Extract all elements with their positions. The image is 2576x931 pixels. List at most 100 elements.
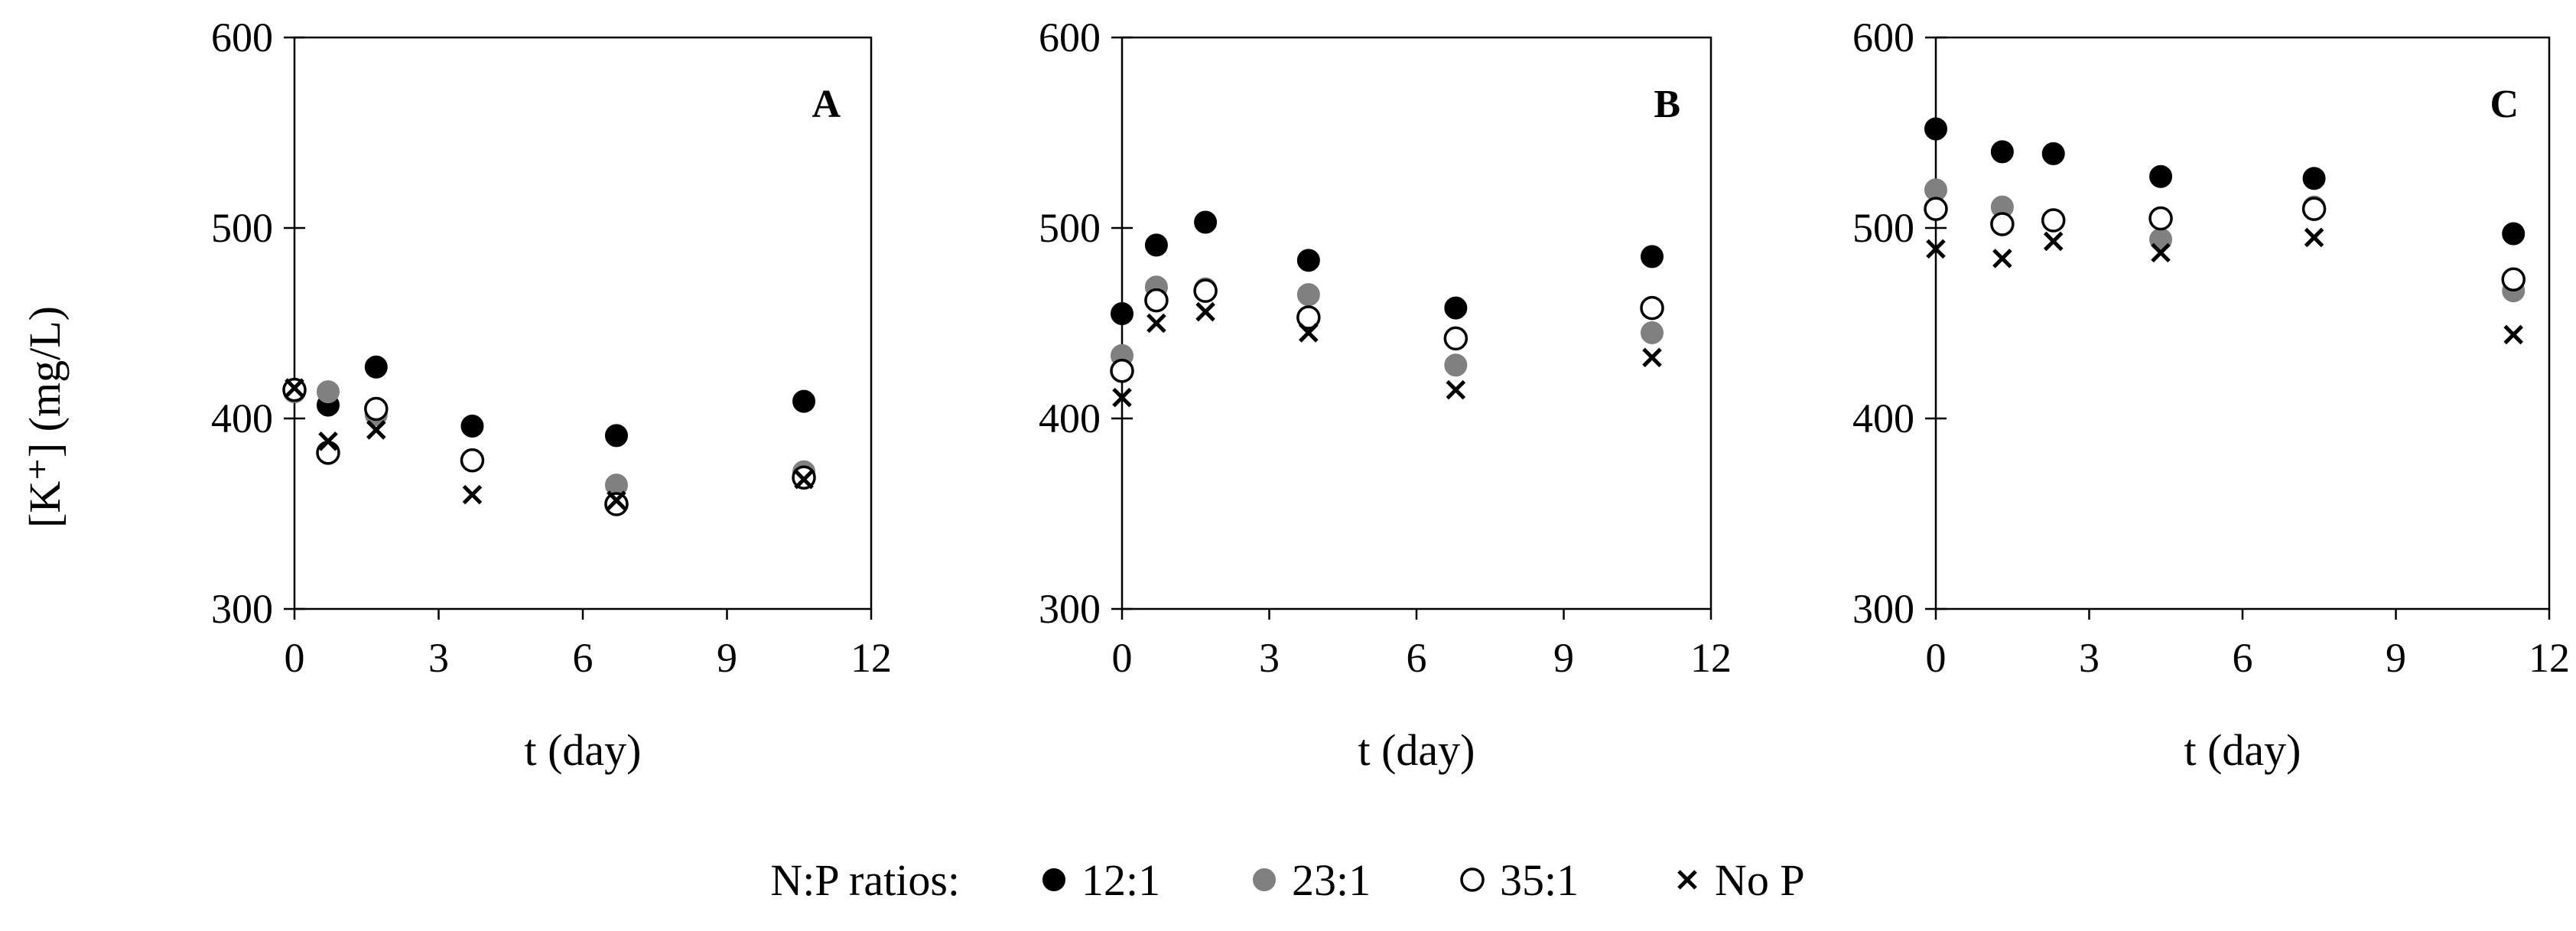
point-12-1 — [1296, 249, 1320, 272]
point-12-1 — [1990, 140, 2014, 164]
plot-frame — [1120, 36, 1712, 610]
point-35-1 — [2301, 197, 2327, 221]
x-axis-label: t (day) — [525, 725, 642, 775]
y-tick-label: 600 — [1039, 15, 1101, 60]
point-35-1 — [1296, 305, 1321, 330]
legend-marker — [1460, 868, 1485, 892]
point-12-1 — [2149, 164, 2173, 188]
y-tick-label: 600 — [211, 15, 273, 60]
point-nop — [1299, 323, 1319, 343]
panel-a: 300 400 500 600 0 3 6 9 12 t (day) A — [211, 15, 892, 775]
point-35-1 — [2148, 206, 2173, 231]
x-axis-label: t (day) — [2184, 725, 2301, 775]
point-nop — [462, 484, 483, 505]
point-nop — [2043, 231, 2064, 252]
y-tick-label: 400 — [211, 396, 273, 441]
plot-frame — [1934, 36, 2551, 610]
y-tick-label: 400 — [1039, 396, 1101, 441]
panel-letter: C — [2490, 83, 2519, 126]
point-nop — [1992, 249, 2012, 269]
point-nop — [1112, 387, 1132, 408]
legend-entry: 23:1 — [1253, 855, 1371, 905]
point-23-1 — [316, 380, 340, 404]
y-axis-label: [K⁺] (mg/L) — [20, 306, 70, 528]
x-tick-label: 3 — [428, 635, 449, 681]
point-nop — [1147, 313, 1166, 334]
point-nop — [2304, 227, 2324, 248]
x-tick-label: 0 — [285, 635, 305, 681]
point-12-1 — [1641, 245, 1664, 269]
x-tick-label: 9 — [2386, 635, 2406, 681]
point-12-1 — [1144, 233, 1168, 257]
point-35-1 — [1990, 212, 2015, 236]
y-tick-label: 300 — [211, 586, 273, 632]
y-tick-label: 500 — [1039, 205, 1101, 251]
point-12-1 — [792, 389, 816, 413]
legend-marker — [1042, 868, 1065, 891]
point-35-1 — [1193, 278, 1218, 303]
point-35-1 — [316, 441, 340, 465]
x-tick-label: 12 — [851, 635, 892, 681]
legend-title: N:P ratios: — [770, 855, 960, 905]
legend-label: 23:1 — [1292, 855, 1371, 905]
panel-letter: A — [812, 83, 841, 126]
legend-label: 12:1 — [1081, 855, 1160, 905]
y-tick-label: 400 — [1852, 396, 1914, 441]
legend-entry: 12:1 — [1042, 855, 1160, 905]
point-23-1 — [1444, 353, 1468, 377]
panel-b: 300 400 500 600 0 3 6 9 12 t (day) B — [1039, 15, 1732, 775]
point-35-1 — [2501, 267, 2526, 291]
point-nop — [607, 490, 626, 510]
x-axis-label: t (day) — [1358, 725, 1475, 775]
y-tick-label: 600 — [1852, 15, 1914, 60]
x-tick-label: 6 — [2233, 635, 2253, 681]
point-12-1 — [460, 414, 484, 438]
x-tick-label: 6 — [1407, 635, 1427, 681]
legend-entry: 35:1 — [1460, 855, 1579, 905]
x-tick-label: 0 — [1112, 635, 1133, 681]
x-tick-label: 9 — [1553, 635, 1574, 681]
point-nop — [794, 469, 814, 490]
point-nop — [318, 431, 338, 451]
y-tick-label: 300 — [1852, 586, 1914, 632]
point-35-1 — [2041, 208, 2066, 233]
point-12-1 — [1194, 210, 1218, 234]
panel-c: 300 400 500 600 0 3 6 9 12 t (day) C — [1852, 15, 2570, 775]
panel-letter: B — [1654, 83, 1680, 126]
x-tick-label: 9 — [717, 635, 737, 681]
point-35-1 — [1144, 288, 1169, 313]
legend-marker — [1677, 870, 1697, 890]
point-nop — [1926, 239, 1946, 259]
point-12-1 — [1924, 117, 1947, 141]
point-35-1 — [460, 448, 485, 473]
point-12-1 — [2302, 167, 2326, 190]
point-23-1 — [1641, 321, 1664, 344]
y-tick-label: 500 — [1852, 205, 1914, 251]
point-35-1 — [1443, 326, 1469, 351]
x-tick-label: 3 — [1259, 635, 1280, 681]
point-nop — [1642, 347, 1662, 368]
legend-marker — [1253, 868, 1276, 891]
x-tick-label: 12 — [1690, 635, 1732, 681]
point-35-1 — [1924, 197, 1948, 221]
point-12-1 — [1444, 296, 1468, 320]
point-nop — [2151, 243, 2171, 263]
point-35-1 — [364, 396, 389, 422]
point-35-1 — [1110, 359, 1134, 383]
point-12-1 — [364, 355, 388, 379]
point-23-1 — [1296, 283, 1320, 307]
point-nop — [1195, 301, 1215, 322]
point-nop — [2503, 324, 2523, 345]
point-nop — [285, 378, 304, 398]
point-12-1 — [2041, 142, 2065, 165]
y-tick-label: 300 — [1039, 586, 1101, 632]
x-tick-label: 0 — [1926, 635, 1947, 681]
point-12-1 — [1111, 302, 1134, 326]
x-tick-label: 12 — [2529, 635, 2570, 681]
x-tick-label: 3 — [2079, 635, 2100, 681]
point-35-1 — [604, 492, 629, 516]
y-tick-label: 500 — [211, 205, 273, 251]
point-nop — [366, 420, 386, 440]
